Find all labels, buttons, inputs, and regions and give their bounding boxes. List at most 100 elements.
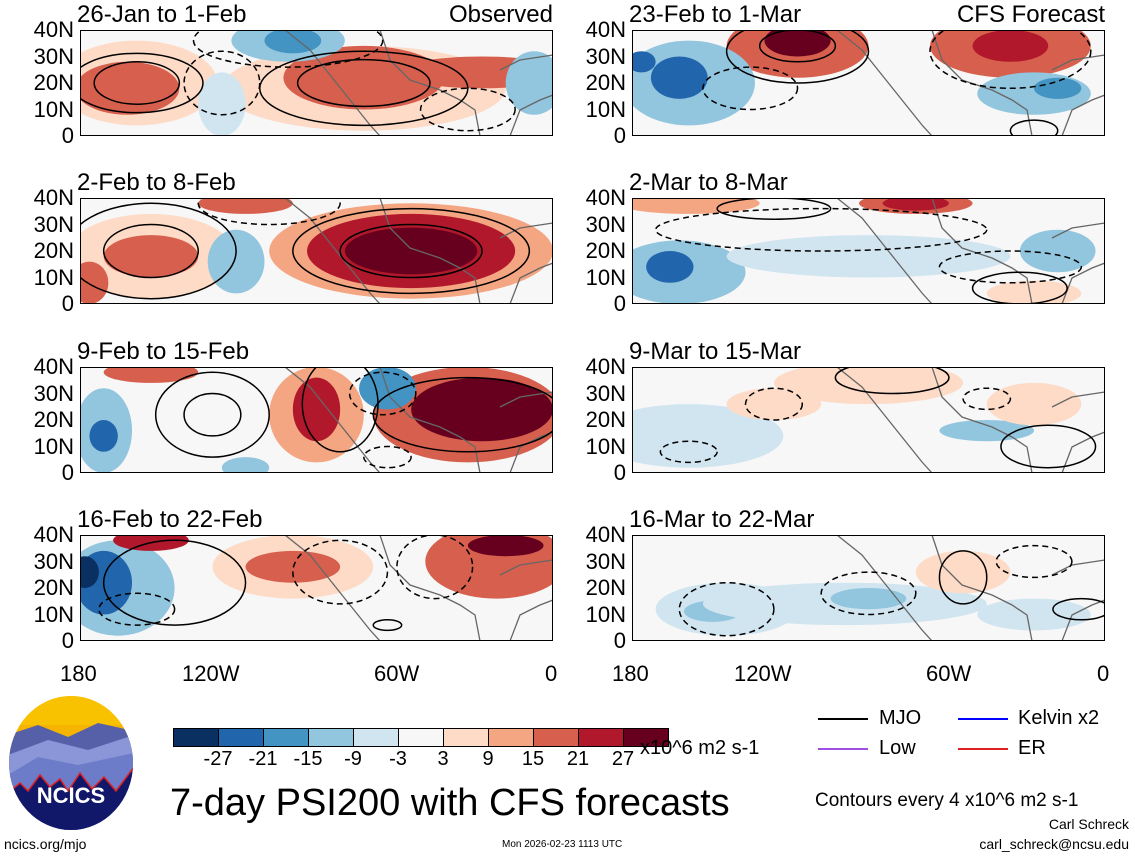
psi-contour — [292, 207, 531, 295]
panel-title: 16-Mar to 22-Mar — [629, 506, 815, 533]
site-link[interactable]: ncics.org/mjo — [4, 836, 87, 852]
logo-text: NCICS — [37, 783, 105, 808]
psi-contour — [296, 58, 431, 108]
panel-title: 2-Feb to 8-Feb — [77, 169, 236, 196]
psi-contour — [929, 30, 1092, 90]
psi-contour — [183, 392, 242, 437]
figure-title: 7-day PSI200 with CFS forecasts — [170, 782, 730, 824]
psi-contour — [1009, 119, 1059, 136]
y-tick: 0 — [61, 460, 74, 485]
coastline — [836, 367, 1105, 473]
colorbar-label: 27 — [611, 748, 635, 770]
psi-contour — [372, 619, 403, 632]
colorbar-label: 15 — [521, 748, 545, 770]
psi-contour — [995, 544, 1073, 579]
psi-contour — [744, 387, 804, 421]
legend-mjo: MJO — [879, 707, 922, 729]
anomaly-shading — [915, 550, 1011, 594]
psi-contour — [419, 87, 516, 132]
y-tick: 40N — [33, 522, 74, 547]
anomaly-shading — [632, 51, 656, 73]
x-tick: 180 — [612, 661, 649, 686]
colorbar-swatch — [354, 729, 399, 746]
anomaly-shading — [103, 235, 199, 278]
colorbar-swatch — [489, 729, 534, 746]
y-tick: 20N — [585, 575, 626, 600]
colorbar-label: -9 — [344, 748, 362, 770]
psi-contour — [348, 371, 417, 416]
x-tick: 0 — [545, 661, 558, 686]
psi-contour — [938, 550, 988, 605]
anomaly-shading — [977, 598, 1091, 631]
coastline — [284, 367, 553, 473]
map-panel — [80, 367, 553, 473]
y-tick: 30N — [585, 380, 626, 406]
psi-contour — [292, 539, 389, 605]
psi-contour — [678, 581, 775, 637]
map-panel — [632, 198, 1105, 304]
psi-contour — [363, 445, 412, 469]
psi-contour — [339, 223, 483, 279]
y-tick: 10N — [33, 96, 74, 122]
anomaly-shading — [411, 377, 553, 442]
psi-contour — [834, 367, 950, 395]
colorbar-swatch — [399, 729, 444, 746]
x-tick: 60W — [926, 661, 972, 686]
anomaly-shading — [103, 367, 199, 383]
panel-source-tag: CFS Forecast — [956, 1, 1105, 28]
y-tick: 0 — [613, 291, 626, 316]
colorbar-label: -15 — [293, 748, 323, 770]
anomaly-shading — [221, 457, 270, 473]
psi-contour — [102, 539, 247, 626]
colorbar-swatch — [174, 729, 219, 746]
y-tick: 20N — [585, 70, 626, 95]
y-tick: 40N — [585, 522, 626, 547]
anomaly-shading — [80, 261, 109, 304]
y-tick: 30N — [585, 548, 626, 574]
anomaly-shading — [764, 30, 831, 57]
colorbar-swatch — [309, 729, 354, 746]
colorbar-swatch — [444, 729, 489, 746]
legend-low: Low — [879, 737, 916, 759]
psi-contour — [80, 202, 237, 300]
panel-title: 26-Jan to 1-Feb — [77, 1, 247, 28]
anomaly-shading — [1019, 229, 1096, 273]
y-tick: 0 — [613, 628, 626, 653]
anomaly-shading — [207, 229, 265, 294]
legend-line-kelvin — [958, 718, 1008, 720]
psi-contour — [1000, 424, 1097, 469]
legend-kelvin: Kelvin x2 — [1018, 707, 1100, 729]
psi-contour — [154, 371, 270, 458]
y-tick: 30N — [33, 211, 74, 237]
panel-title: 23-Feb to 1-Mar — [629, 1, 802, 28]
y-tick: 10N — [585, 96, 626, 122]
map-panel — [632, 367, 1105, 473]
ncics-logo: NCICS — [9, 696, 133, 830]
psi-contour — [183, 50, 261, 116]
colorbar-swatch — [624, 729, 668, 746]
y-tick: 0 — [61, 628, 74, 653]
email[interactable]: carl_schreck@ncsu.edu — [979, 836, 1129, 852]
y-tick: 40N — [585, 17, 626, 42]
map-panel — [80, 30, 553, 136]
y-tick: 30N — [33, 380, 74, 406]
y-tick: 40N — [585, 354, 626, 379]
colorbar-swatch — [534, 729, 579, 746]
anomaly-shading — [986, 382, 1082, 426]
psi-contour — [654, 207, 988, 252]
psi-contour — [716, 198, 832, 220]
anomaly-shading — [80, 61, 180, 115]
y-tick: 10N — [33, 264, 74, 290]
legend-line-mjo — [818, 718, 868, 720]
colorbar-units: x10^6 m2 s-1 — [640, 737, 760, 759]
colorbar-label: -27 — [203, 748, 233, 770]
anomaly-shading — [773, 367, 964, 405]
x-tick: 60W — [374, 661, 420, 686]
anomaly-shading — [726, 388, 822, 420]
y-tick: 0 — [613, 123, 626, 148]
y-tick: 20N — [33, 407, 74, 432]
y-tick: 40N — [33, 354, 74, 379]
psi-contour — [301, 367, 379, 453]
y-tick: 20N — [33, 70, 74, 95]
